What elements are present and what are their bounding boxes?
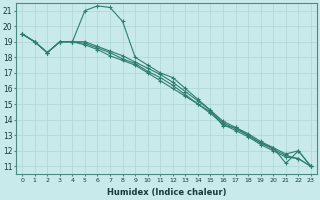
X-axis label: Humidex (Indice chaleur): Humidex (Indice chaleur) — [107, 188, 226, 197]
